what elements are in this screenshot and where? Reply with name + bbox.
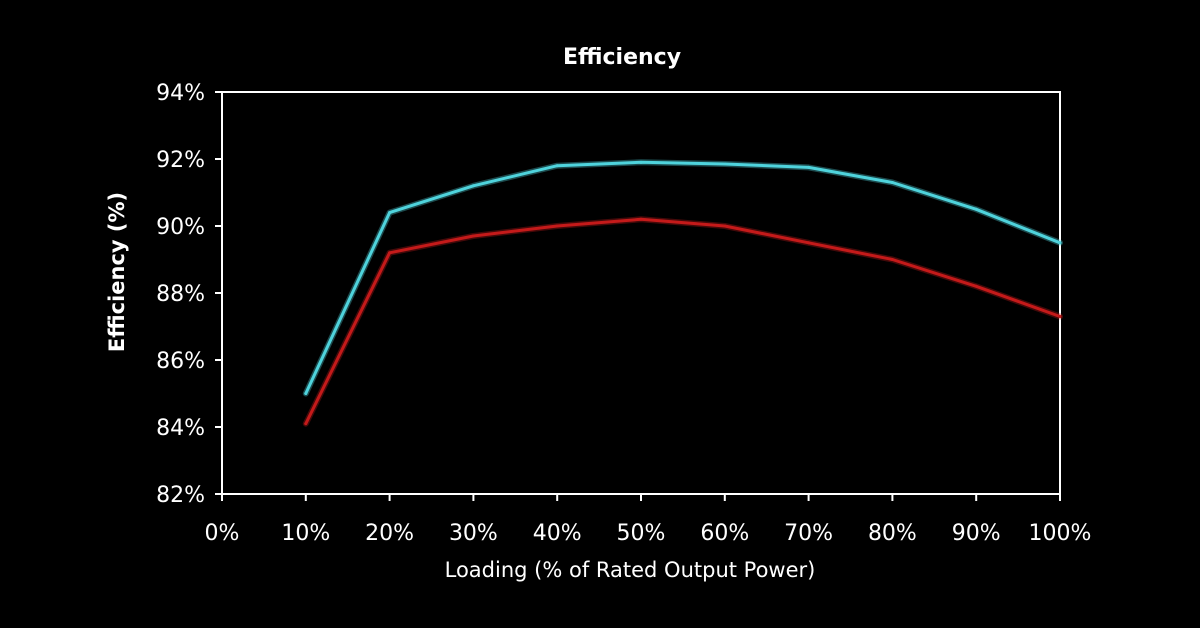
x-tick-label: 10% xyxy=(281,521,330,546)
series-layer xyxy=(302,159,1063,427)
series-1-point xyxy=(723,162,727,166)
series-1-point xyxy=(639,160,643,164)
x-tick-label: 90% xyxy=(952,521,1001,546)
y-tick-label: 88% xyxy=(156,282,205,307)
x-axis-label: Loading (% of Rated Output Power) xyxy=(445,558,816,582)
y-tick-label: 82% xyxy=(156,483,205,508)
y-tick-label: 92% xyxy=(156,148,205,173)
x-tick-label: 80% xyxy=(868,521,917,546)
series-2-point xyxy=(807,241,811,245)
series-2-point xyxy=(723,224,727,228)
series-1-point xyxy=(974,207,978,211)
y-tick-label: 94% xyxy=(156,81,205,106)
x-tick-label: 70% xyxy=(784,521,833,546)
series-1-point xyxy=(388,211,392,215)
series-2-point xyxy=(471,234,475,238)
x-tick-label: 20% xyxy=(365,521,414,546)
series-1-point xyxy=(1058,241,1062,245)
y-tick-label: 86% xyxy=(156,349,205,374)
y-axis-label: Efficiency (%) xyxy=(105,192,129,352)
series-2-point xyxy=(639,217,643,221)
y-tick-label: 84% xyxy=(156,416,205,441)
x-tick-label: 100% xyxy=(1029,521,1092,546)
series-2-point xyxy=(890,258,894,261)
series-2-point xyxy=(555,224,559,228)
series-2-line xyxy=(304,217,1062,426)
x-tick-label: 50% xyxy=(617,521,666,546)
series-2-point xyxy=(1058,314,1062,318)
x-tick-label: 0% xyxy=(205,521,240,546)
series-2-point xyxy=(974,284,978,288)
series-2-point xyxy=(304,422,308,426)
series-1-line xyxy=(304,160,1062,395)
series-1-point xyxy=(304,392,308,395)
series-1-point xyxy=(890,180,894,184)
series-1-point xyxy=(807,165,811,169)
y-tick-label: 90% xyxy=(156,215,205,240)
x-tick-label: 60% xyxy=(700,521,749,546)
series-1-point xyxy=(555,164,559,168)
x-tick-label: 30% xyxy=(449,521,498,546)
axis-ticks: 0% 10% 20% 30% 40% 50% 60% 70% 80% 90% 100% 82% 84% 8… xyxy=(156,81,1091,546)
chart-title: Efficiency xyxy=(563,45,681,70)
series-2-point xyxy=(388,251,392,255)
x-tick-label: 40% xyxy=(533,521,582,546)
series-1-point xyxy=(471,184,475,188)
